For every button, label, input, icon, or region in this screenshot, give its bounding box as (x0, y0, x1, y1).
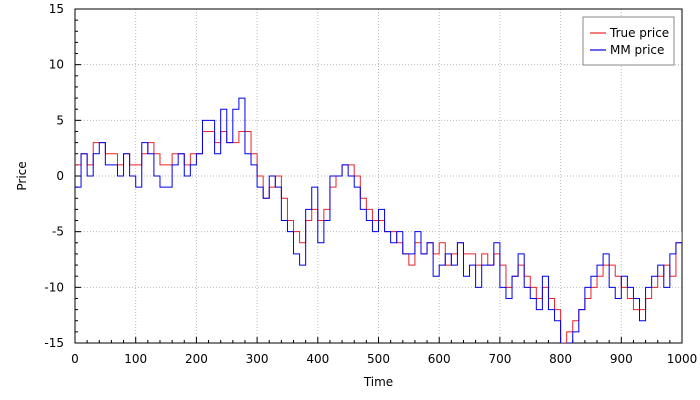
y-tick-label: 15 (49, 2, 64, 16)
y-tick-label: 5 (56, 113, 64, 127)
y-tick-label: -10 (44, 280, 64, 294)
legend-box (582, 16, 675, 66)
x-axis-label: Time (363, 375, 393, 389)
y-tick-label: -5 (52, 225, 64, 239)
series-line-mm-price (75, 97, 682, 343)
x-tick-label: 400 (306, 352, 329, 366)
x-tick-label: 700 (488, 352, 511, 366)
series-lines (75, 97, 682, 343)
x-tick-label: 100 (124, 352, 147, 366)
y-tick-label: 0 (56, 169, 64, 183)
x-tick-label: 1000 (667, 352, 698, 366)
y-tick-label: -15 (44, 336, 64, 350)
x-tick-label: 600 (428, 352, 451, 366)
x-tick-label: 200 (185, 352, 208, 366)
legend-label-true-price: True price (609, 26, 669, 40)
x-tick-label: 800 (549, 352, 572, 366)
x-tick-label: 900 (610, 352, 633, 366)
legend-label-mm-price: MM price (610, 43, 664, 57)
x-tick-label: 500 (367, 352, 390, 366)
legend: True price MM price (582, 16, 675, 66)
x-tick-label: 0 (71, 352, 79, 366)
y-axis-label: Price (15, 161, 29, 190)
x-tick-label: 300 (246, 352, 269, 366)
y-tick-labels: 15 10 5 0 -5 -10 -15 (44, 2, 64, 350)
y-tick-label: 10 (49, 58, 64, 72)
x-tick-labels: 0 100 200 300 400 500 600 700 800 900 1000 (71, 352, 697, 366)
